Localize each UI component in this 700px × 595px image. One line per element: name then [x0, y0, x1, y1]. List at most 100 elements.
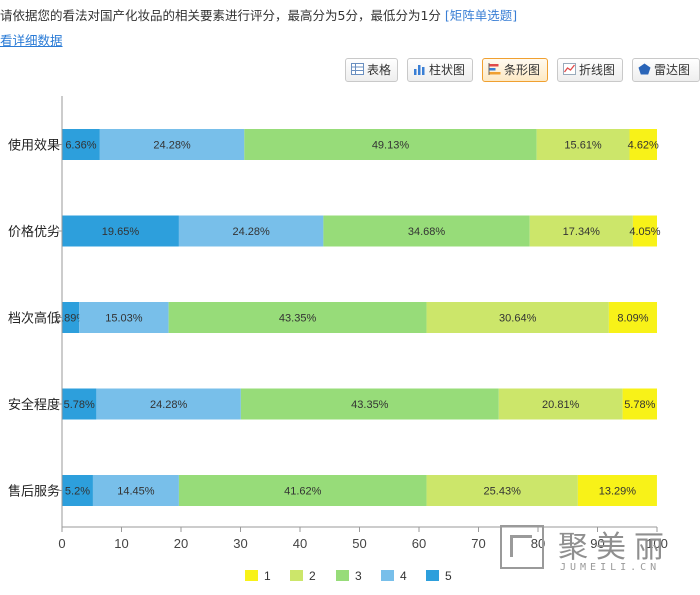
bar-segment-score-3[interactable]	[178, 475, 427, 506]
view-details-link[interactable]: 看详细数据	[0, 33, 63, 48]
data-label: 2.89%	[55, 313, 86, 325]
watermark-logo-icon	[500, 525, 544, 569]
legend-swatch-4[interactable]	[381, 570, 394, 581]
chart-type-column-button[interactable]: 柱状图	[407, 58, 473, 82]
bar-segment-score-1[interactable]	[608, 302, 657, 333]
chart-type-bar-label: 条形图	[504, 63, 541, 77]
bar-segment-score-2[interactable]	[426, 475, 578, 506]
legend-label-3[interactable]: 3	[355, 569, 362, 583]
bar-segment-score-5[interactable]	[62, 388, 97, 420]
chart-type-table-label: 表格	[367, 63, 392, 77]
bar-segment-score-2[interactable]	[498, 388, 623, 420]
x-tick-label: 40	[293, 536, 307, 551]
table-icon	[351, 63, 364, 75]
question-text: 请依据您的看法对国产化妆品的相关要素进行评分，最高分为5分，最低分为1分	[0, 8, 441, 23]
data-label: 13.29%	[599, 486, 637, 498]
legend-swatch-3[interactable]	[336, 570, 349, 581]
x-tick-label: 100	[646, 536, 668, 551]
data-label: 14.45%	[117, 486, 155, 498]
line-chart-icon	[563, 63, 576, 75]
data-label: 34.68%	[408, 226, 446, 238]
category-label: 售后服务	[8, 484, 60, 500]
category-label: 使用效果	[8, 138, 60, 154]
x-tick-label: 20	[174, 536, 188, 551]
bar-segment-score-2[interactable]	[426, 302, 609, 333]
bar-segment-score-4[interactable]	[99, 129, 245, 160]
x-tick-label: 60	[412, 536, 426, 551]
question-title: 请依据您的看法对国产化妆品的相关要素进行评分，最高分为5分，最低分为1分 [矩阵单…	[0, 5, 700, 24]
data-label: 5.78%	[624, 399, 655, 411]
x-tick-label: 30	[233, 536, 247, 551]
data-label: 24.28%	[150, 399, 188, 411]
chart-type-line-label: 折线图	[579, 63, 616, 77]
legend-label-1[interactable]: 1	[264, 569, 271, 583]
watermark-text: 聚美丽	[558, 530, 672, 565]
data-label: 4.62%	[628, 140, 659, 152]
data-label: 49.13%	[372, 140, 410, 152]
data-label: 8.09%	[617, 313, 648, 325]
bar-segment-score-5[interactable]	[62, 475, 93, 506]
bar-segment-score-5[interactable]	[62, 129, 100, 160]
data-label: 24.28%	[153, 140, 191, 152]
data-label: 43.35%	[351, 399, 389, 411]
data-label: 5.2%	[65, 486, 90, 498]
bar-segment-score-3[interactable]	[244, 129, 537, 160]
bar-segment-score-3[interactable]	[168, 302, 427, 333]
x-tick-label: 0	[58, 536, 65, 551]
bar-segment-score-4[interactable]	[96, 388, 241, 420]
chart-type-line-button[interactable]: 折线图	[557, 58, 623, 82]
data-label: 15.03%	[105, 313, 143, 325]
data-label: 15.61%	[564, 140, 602, 152]
bar-segment-score-3[interactable]	[240, 388, 499, 420]
chart-type-radar-button[interactable]: 雷达图	[632, 58, 700, 82]
x-tick-label: 70	[471, 536, 485, 551]
bar-segment-score-1[interactable]	[577, 475, 657, 506]
x-tick-label: 50	[352, 536, 366, 551]
x-tick-label: 10	[114, 536, 128, 551]
bar-segment-score-4[interactable]	[79, 302, 169, 333]
bar-segment-score-1[interactable]	[629, 129, 657, 160]
data-label: 43.35%	[279, 313, 317, 325]
bar-segment-score-5[interactable]	[62, 302, 80, 333]
legend-label-2[interactable]: 2	[309, 569, 316, 583]
data-label: 19.65%	[102, 226, 140, 238]
legend-label-5[interactable]: 5	[445, 569, 452, 583]
chart-type-radar-label: 雷达图	[654, 63, 691, 77]
legend-swatch-2[interactable]	[290, 570, 303, 581]
data-label: 20.81%	[542, 399, 580, 411]
watermark-subtext: JUMEILI.CN	[560, 562, 661, 573]
column-chart-icon	[414, 65, 425, 75]
legend-swatch-5[interactable]	[426, 570, 439, 581]
x-tick-label: 90	[590, 536, 604, 551]
question-type-tag: [矩阵单选题]	[444, 8, 518, 23]
chart-type-column-label: 柱状图	[429, 63, 466, 77]
category-label: 价格优劣	[8, 224, 60, 240]
bar-chart-icon	[488, 63, 501, 75]
data-label: 4.05%	[629, 226, 660, 238]
data-label: 24.28%	[232, 226, 270, 238]
bar-segment-score-2[interactable]	[529, 215, 633, 247]
chart-type-table-button[interactable]: 表格	[345, 58, 398, 82]
bar-segment-score-1[interactable]	[622, 388, 657, 420]
bar-segment-score-5[interactable]	[62, 215, 179, 247]
watermark-logo: 聚美丽 JUMEILI.CN	[500, 522, 700, 582]
data-label: 41.62%	[284, 486, 322, 498]
bar-segment-score-4[interactable]	[92, 475, 179, 506]
x-tick-label: 80	[531, 536, 545, 551]
data-label: 25.43%	[484, 486, 522, 498]
category-label: 档次高低	[8, 311, 60, 327]
bar-segment-score-3[interactable]	[323, 215, 530, 247]
legend-label-4[interactable]: 4	[400, 569, 407, 583]
data-label: 30.64%	[499, 313, 537, 325]
bar-segment-score-2[interactable]	[536, 129, 630, 160]
category-label: 安全程度	[8, 397, 60, 413]
chart-type-bar-button[interactable]: 条形图	[482, 58, 548, 82]
data-label: 5.78%	[64, 399, 95, 411]
data-label: 6.36%	[65, 140, 96, 152]
radar-chart-icon	[638, 63, 651, 75]
legend-swatch-1[interactable]	[245, 570, 258, 581]
bar-segment-score-1[interactable]	[632, 215, 657, 247]
data-label: 17.34%	[563, 226, 601, 238]
bar-segment-score-4[interactable]	[178, 215, 324, 247]
